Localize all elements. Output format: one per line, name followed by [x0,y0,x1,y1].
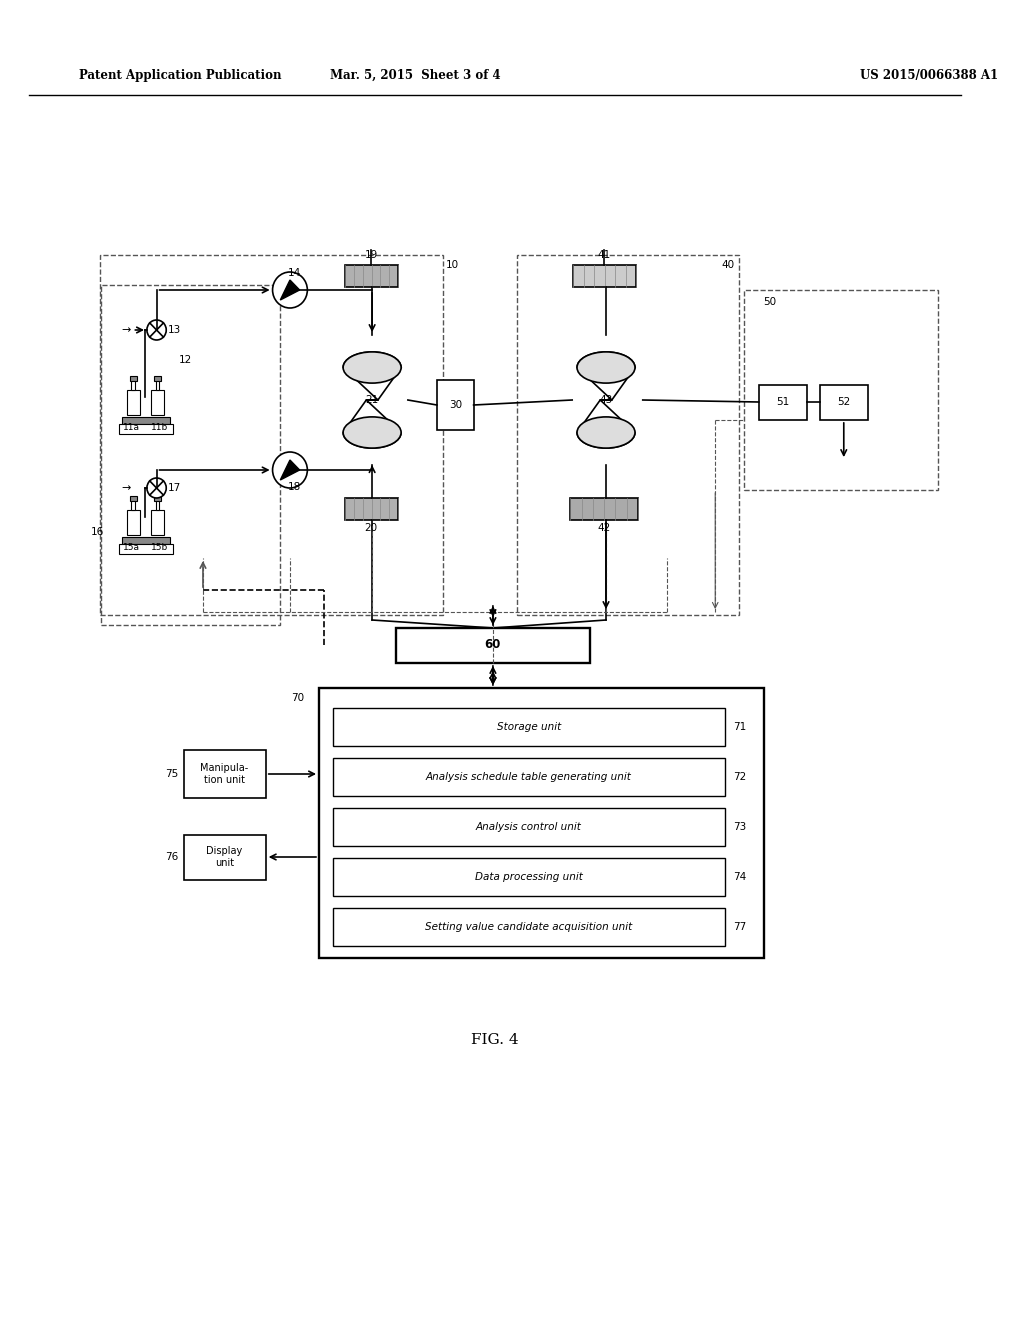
Text: 10: 10 [445,260,459,271]
Text: 19: 19 [365,249,378,260]
FancyBboxPatch shape [334,808,725,846]
FancyBboxPatch shape [334,908,725,946]
Text: 71: 71 [732,722,745,733]
FancyBboxPatch shape [334,708,725,746]
FancyBboxPatch shape [154,376,162,381]
Text: Data processing unit: Data processing unit [475,873,583,882]
Text: 51: 51 [776,397,790,407]
FancyBboxPatch shape [437,380,473,430]
Text: 41: 41 [597,249,610,260]
Text: 12: 12 [179,355,193,366]
FancyBboxPatch shape [127,389,140,414]
Polygon shape [281,459,300,480]
Text: Analysis schedule table generating unit: Analysis schedule table generating unit [426,772,632,781]
FancyBboxPatch shape [334,858,725,896]
Text: 13: 13 [168,325,181,335]
Polygon shape [577,352,635,447]
Text: Analysis control unit: Analysis control unit [476,822,582,832]
Text: 15b: 15b [151,543,168,552]
FancyBboxPatch shape [151,510,164,535]
Text: 52: 52 [838,397,850,407]
FancyBboxPatch shape [759,385,807,420]
Text: →: → [121,483,130,492]
Text: Manipula-
tion unit: Manipula- tion unit [200,763,249,785]
FancyBboxPatch shape [122,417,170,424]
Circle shape [272,451,307,488]
Text: 75: 75 [166,770,179,779]
Circle shape [146,319,166,341]
Ellipse shape [577,417,635,447]
FancyBboxPatch shape [819,385,868,420]
Text: 73: 73 [732,822,745,832]
Text: 40: 40 [722,260,734,271]
Text: 77: 77 [732,921,745,932]
FancyBboxPatch shape [396,628,590,663]
Text: →: → [121,325,130,335]
FancyBboxPatch shape [131,380,135,389]
FancyBboxPatch shape [156,500,160,510]
Ellipse shape [343,352,401,383]
Text: Setting value candidate acquisition unit: Setting value candidate acquisition unit [425,921,632,932]
Ellipse shape [577,352,635,383]
FancyBboxPatch shape [345,265,398,286]
Text: 17: 17 [168,483,181,492]
Text: US 2015/0066388 A1: US 2015/0066388 A1 [860,69,998,82]
Text: 21: 21 [366,395,379,405]
Circle shape [146,478,166,498]
FancyBboxPatch shape [318,688,764,958]
FancyBboxPatch shape [573,265,636,286]
FancyBboxPatch shape [156,380,160,389]
Circle shape [272,272,307,308]
FancyBboxPatch shape [570,498,638,520]
FancyBboxPatch shape [183,750,266,799]
Text: 30: 30 [449,400,462,411]
Text: 11b: 11b [151,422,168,432]
Text: Mar. 5, 2015  Sheet 3 of 4: Mar. 5, 2015 Sheet 3 of 4 [331,69,501,82]
FancyBboxPatch shape [183,836,266,880]
Text: 72: 72 [732,772,745,781]
FancyBboxPatch shape [122,537,170,544]
FancyBboxPatch shape [127,510,140,535]
Text: 18: 18 [288,482,301,492]
FancyBboxPatch shape [131,500,135,510]
FancyBboxPatch shape [129,496,137,502]
Text: 76: 76 [166,851,179,862]
Text: 74: 74 [732,873,745,882]
Text: 42: 42 [597,523,610,533]
Text: FIG. 4: FIG. 4 [471,1034,519,1047]
Text: 50: 50 [764,297,776,308]
Ellipse shape [343,417,401,447]
Text: 60: 60 [484,639,501,652]
Text: 70: 70 [292,693,304,704]
Text: Patent Application Publication: Patent Application Publication [79,69,282,82]
Polygon shape [343,352,401,447]
Text: 43: 43 [599,395,612,405]
FancyBboxPatch shape [119,424,173,434]
Text: 16: 16 [91,527,104,537]
Text: 15a: 15a [123,543,140,552]
Text: 14: 14 [288,268,301,279]
Text: Storage unit: Storage unit [497,722,561,733]
Text: 11a: 11a [123,422,140,432]
FancyBboxPatch shape [345,498,398,520]
FancyBboxPatch shape [334,758,725,796]
FancyBboxPatch shape [129,376,137,381]
FancyBboxPatch shape [151,389,164,414]
Polygon shape [281,280,300,300]
FancyBboxPatch shape [154,496,162,502]
FancyBboxPatch shape [119,544,173,554]
Text: 20: 20 [365,523,378,533]
Text: Display
unit: Display unit [206,846,243,867]
